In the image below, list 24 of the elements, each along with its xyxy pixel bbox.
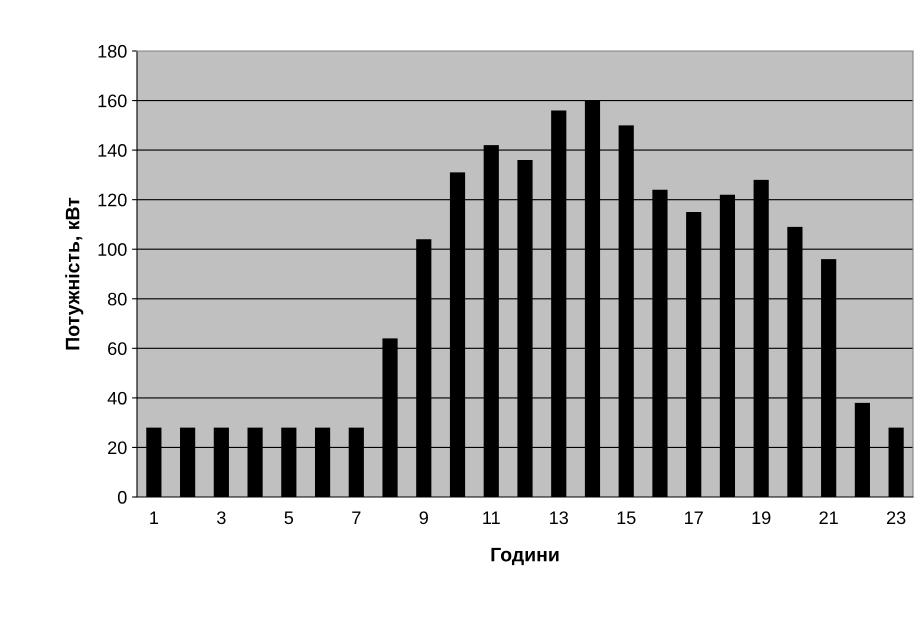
- y-tick-label: 80: [108, 292, 127, 306]
- x-tick-label: 9: [420, 511, 428, 524]
- x-tick-label: 1: [150, 512, 158, 524]
- x-tick-label: 23: [887, 511, 906, 524]
- x-tick-label: 7: [352, 512, 360, 524]
- y-tick-label: 100: [98, 243, 127, 256]
- x-tick-label: 5: [284, 512, 294, 524]
- x-tick-label: 19: [752, 511, 770, 524]
- y-tick-label: 40: [108, 392, 127, 405]
- x-tick-label: 15: [618, 512, 636, 524]
- y-tick-label: 120: [98, 194, 127, 206]
- y-tick-label: 0: [118, 490, 127, 504]
- y-tick-label: 180: [98, 44, 127, 58]
- x-tick-label: 3: [217, 511, 226, 524]
- x-tick-label: 11: [483, 512, 500, 524]
- x-tick-label: 17: [685, 512, 703, 524]
- y-tick-label: 60: [108, 342, 127, 356]
- y-tick-label: 20: [108, 441, 127, 454]
- x-axis-title: Години: [491, 548, 558, 566]
- y-tick-label: 160: [98, 94, 127, 108]
- x-tick-label: 21: [820, 511, 838, 524]
- x-tick-label: 13: [550, 511, 568, 524]
- y-tick-label: 140: [98, 144, 127, 157]
- y-axis-title: Потужність, кВт: [65, 198, 84, 350]
